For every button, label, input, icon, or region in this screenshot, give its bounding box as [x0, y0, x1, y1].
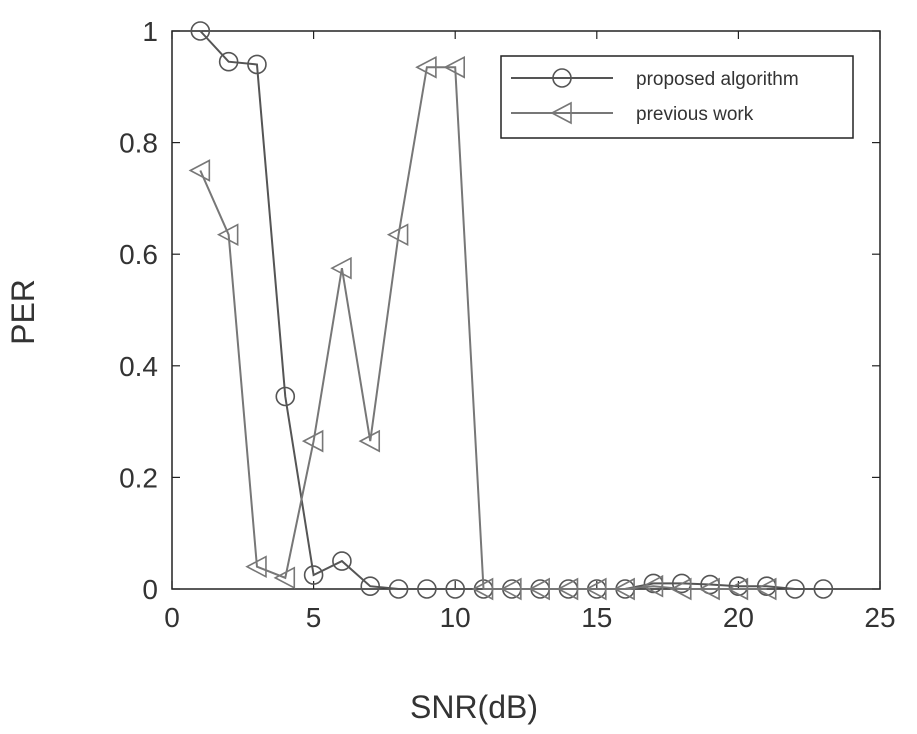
data-point — [550, 101, 572, 125]
data-point — [500, 577, 522, 601]
data-point — [332, 551, 352, 571]
data-point — [216, 223, 239, 246]
x-tick-label: 15 — [581, 602, 612, 633]
x-tick-label: 20 — [723, 602, 754, 633]
data-point — [613, 577, 635, 601]
series-line — [199, 66, 767, 590]
data-point — [360, 576, 381, 597]
y-tick-label: 0.6 — [119, 239, 158, 270]
legend: proposed algorithm previous work — [500, 55, 854, 139]
data-point — [443, 55, 466, 79]
data-point — [556, 577, 579, 601]
data-point — [303, 565, 324, 585]
data-point — [247, 54, 267, 75]
data-point — [415, 55, 437, 79]
data-point — [386, 223, 409, 246]
data-point — [245, 555, 267, 579]
y-tick-label: 0.4 — [119, 351, 158, 382]
data-point — [552, 68, 572, 88]
x-axis-title: SNR(dB) — [410, 689, 538, 725]
data-point — [358, 429, 381, 453]
y-tick-label: 0.2 — [119, 462, 158, 493]
y-tick-label: 0 — [142, 574, 158, 605]
x-tick-label: 0 — [164, 602, 180, 633]
data-point — [471, 577, 494, 601]
data-point — [698, 577, 720, 601]
legend-label: proposed algorithm — [636, 69, 799, 90]
data-point — [188, 159, 211, 182]
data-point — [218, 51, 239, 72]
data-point — [190, 21, 211, 41]
data-point — [528, 577, 550, 601]
y-axis-title: PER — [5, 279, 41, 345]
axes: 0 5 10 15 20 25 0 0.2 0.4 0.6 0.8 1 — [119, 16, 896, 633]
data-point — [785, 579, 805, 599]
series-layer — [188, 21, 834, 601]
data-point — [755, 577, 777, 601]
data-point — [670, 577, 692, 601]
y-tick-label: 0.8 — [119, 128, 158, 159]
data-point — [641, 574, 664, 598]
data-point — [726, 577, 749, 601]
legend-label: previous work — [636, 104, 754, 125]
data-point — [388, 579, 409, 599]
x-tick-label: 5 — [306, 602, 322, 633]
y-tick-label: 1 — [142, 16, 158, 47]
data-point — [445, 579, 466, 599]
data-point — [417, 579, 437, 599]
x-tick-label: 10 — [440, 602, 471, 633]
data-point — [301, 429, 324, 453]
data-point — [813, 579, 834, 599]
series-1 — [188, 55, 777, 601]
x-tick-label: 25 — [864, 602, 895, 633]
data-point — [585, 577, 607, 601]
data-point — [275, 386, 296, 407]
data-point — [330, 256, 352, 280]
data-point — [273, 566, 296, 590]
